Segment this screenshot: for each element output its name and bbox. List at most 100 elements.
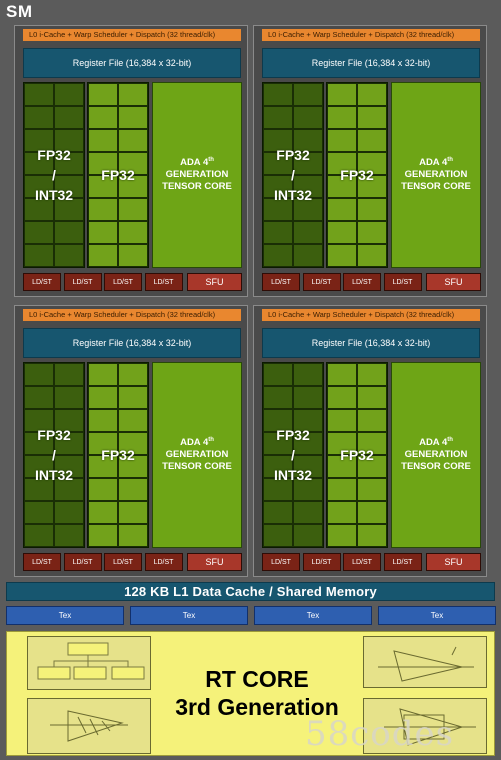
- core-cell: [293, 198, 323, 221]
- core-cell: [118, 106, 148, 129]
- core-cell: [327, 198, 357, 221]
- core-cell: [263, 175, 293, 198]
- tensor-core-line-1: ADA 4th: [419, 437, 453, 449]
- rt-core-generation: 3rd Generation: [175, 694, 339, 720]
- core-cell: [293, 432, 323, 455]
- tensor-core-superscript: th: [208, 156, 214, 163]
- core-cell: [293, 386, 323, 409]
- core-cell: [24, 106, 54, 129]
- register-file: Register File (16,384 x 32-bit): [262, 328, 480, 358]
- core-cell: [118, 478, 148, 501]
- core-cell: [88, 152, 118, 175]
- core-cell: [293, 83, 323, 106]
- core-cell: [88, 409, 118, 432]
- tensor-core-ada: ADA 4: [419, 437, 448, 448]
- core-cell: [263, 83, 293, 106]
- core-cell: [293, 455, 323, 478]
- core-cell: [327, 221, 357, 244]
- core-cell: [118, 221, 148, 244]
- core-cell: [357, 221, 387, 244]
- core-cell: [88, 244, 118, 267]
- core-cell: [293, 501, 323, 524]
- fp32-int32-cores: [23, 362, 85, 548]
- core-cell: [263, 129, 293, 152]
- fp32-int32-cores: [262, 82, 324, 268]
- ldst-unit: LD/ST: [63, 273, 102, 291]
- tensor-core-line-2: GENERATION: [165, 449, 229, 460]
- core-cell: [118, 244, 148, 267]
- core-cell: [24, 501, 54, 524]
- core-cell: [118, 129, 148, 152]
- ldst-unit: LD/ST: [343, 553, 381, 571]
- tensor-core-superscript: th: [447, 436, 453, 443]
- sfu-unit: SFU: [187, 553, 242, 571]
- triangle-icon: [378, 646, 474, 682]
- core-cell: [357, 524, 387, 547]
- fp32-cores: [87, 362, 149, 548]
- core-cell: [293, 409, 323, 432]
- ldst-unit: LD/ST: [104, 273, 142, 291]
- ldst-unit: LD/ST: [383, 273, 422, 291]
- tensor-core-line-3: TENSOR CORE: [401, 461, 471, 472]
- core-cell: [357, 83, 387, 106]
- core-cell: [24, 363, 54, 386]
- sfu-unit: SFU: [426, 553, 481, 571]
- ldst-unit: LD/ST: [23, 273, 61, 291]
- core-cell: [293, 175, 323, 198]
- core-cell: [118, 524, 148, 547]
- tensor-core-line-2: GENERATION: [404, 449, 468, 460]
- core-cell: [263, 221, 293, 244]
- core-cell: [54, 198, 84, 221]
- core-cell: [263, 386, 293, 409]
- core-cell: [263, 432, 293, 455]
- core-cell: [293, 524, 323, 547]
- core-cell: [24, 129, 54, 152]
- core-cell: [263, 152, 293, 175]
- core-cell: [54, 152, 84, 175]
- core-cell: [263, 501, 293, 524]
- tex-unit: Tex: [6, 606, 124, 625]
- core-cell: [263, 478, 293, 501]
- core-cell: [88, 221, 118, 244]
- tensor-core-line-2: GENERATION: [165, 169, 229, 180]
- rt-core: RT CORE 3rd Generation: [6, 631, 495, 756]
- core-cell: [357, 106, 387, 129]
- core-cell: [357, 198, 387, 221]
- ldst-unit: LD/ST: [23, 553, 61, 571]
- core-cell: [88, 478, 118, 501]
- core-cell: [293, 244, 323, 267]
- fp32-cores: [326, 362, 388, 548]
- core-cell: [24, 432, 54, 455]
- warp-scheduler: L0 i-Cache + Warp Scheduler + Dispatch (…: [262, 309, 480, 321]
- core-cell: [263, 198, 293, 221]
- leaf-diagram: [27, 698, 151, 754]
- core-cell: [88, 106, 118, 129]
- watermark: 58codes: [305, 714, 455, 754]
- core-cell: [24, 83, 54, 106]
- core-cell: [263, 409, 293, 432]
- core-cell: [357, 409, 387, 432]
- tensor-core-line-3: TENSOR CORE: [401, 181, 471, 192]
- core-cell: [88, 524, 118, 547]
- warp-scheduler: L0 i-Cache + Warp Scheduler + Dispatch (…: [262, 29, 480, 41]
- sfu-unit: SFU: [426, 273, 481, 291]
- core-cell: [54, 386, 84, 409]
- core-cell: [24, 221, 54, 244]
- core-cell: [88, 83, 118, 106]
- core-cell: [118, 455, 148, 478]
- core-cell: [88, 432, 118, 455]
- core-cell: [24, 478, 54, 501]
- fp32-int32-cores: [262, 362, 324, 548]
- core-cell: [88, 386, 118, 409]
- core-cell: [88, 501, 118, 524]
- tensor-core-line-3: TENSOR CORE: [162, 181, 232, 192]
- core-cell: [327, 386, 357, 409]
- core-cell: [88, 363, 118, 386]
- core-cell: [24, 244, 54, 267]
- core-cell: [88, 455, 118, 478]
- warp-scheduler: L0 i-Cache + Warp Scheduler + Dispatch (…: [23, 309, 241, 321]
- ldst-unit: LD/ST: [262, 553, 300, 571]
- core-cell: [118, 152, 148, 175]
- core-cell: [54, 106, 84, 129]
- core-cell: [327, 363, 357, 386]
